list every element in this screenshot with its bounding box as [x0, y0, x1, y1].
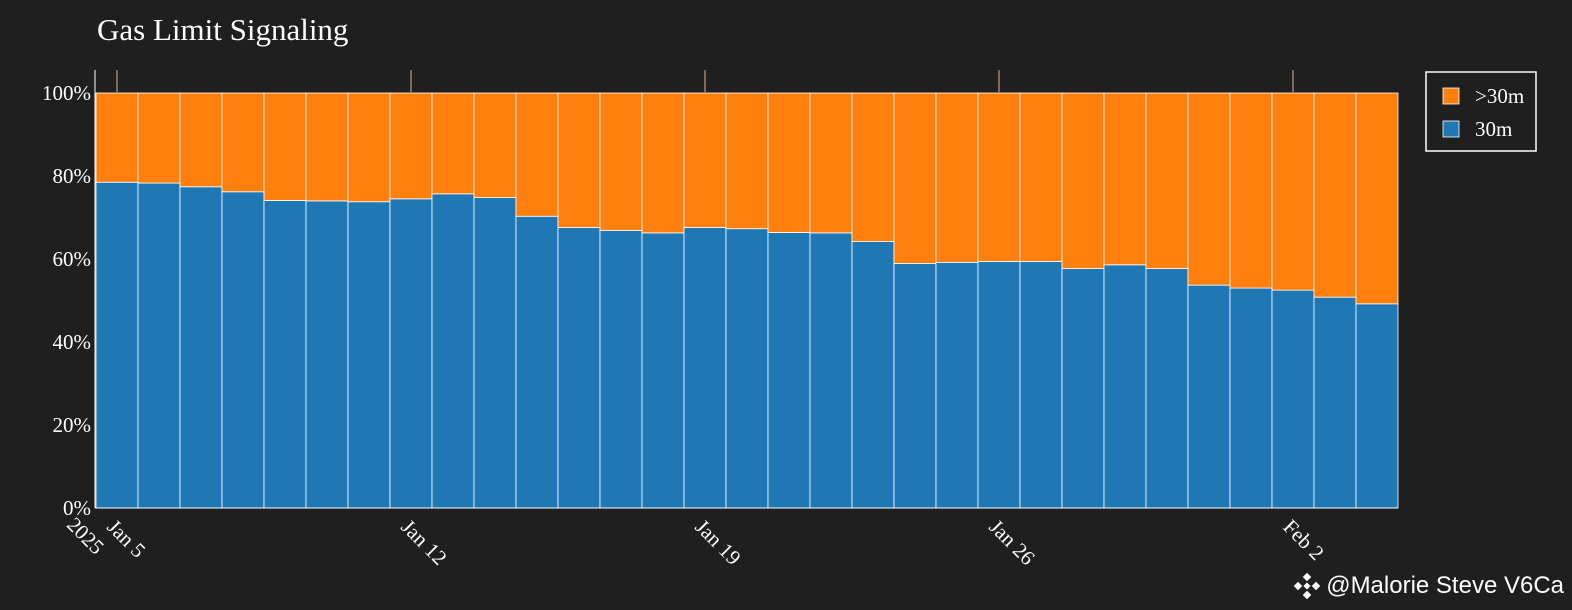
bar-above-30m[interactable]: [683, 92, 727, 228]
bar-30m[interactable]: [179, 186, 223, 509]
bar-30m[interactable]: [977, 261, 1021, 509]
bar-above-30m[interactable]: [347, 92, 391, 203]
bar-above-30m[interactable]: [515, 92, 559, 217]
bar-30m[interactable]: [1229, 287, 1273, 509]
bar-30m[interactable]: [305, 200, 349, 509]
plot-area: [95, 92, 1399, 509]
bar-30m[interactable]: [893, 263, 937, 509]
watermark: @Malorie Steve V6Ca: [1294, 572, 1564, 600]
y-tick-label: 80%: [53, 164, 92, 188]
binance-logo-icon: [1294, 573, 1321, 599]
bar-30m[interactable]: [1313, 296, 1357, 509]
bar-above-30m[interactable]: [1271, 92, 1315, 291]
bar-above-30m[interactable]: [1229, 92, 1273, 289]
chart-title: Gas Limit Signaling: [97, 12, 348, 47]
bar-30m[interactable]: [1187, 284, 1231, 509]
bar-above-30m[interactable]: [851, 92, 895, 242]
bar-above-30m[interactable]: [599, 92, 643, 231]
bar-above-30m[interactable]: [725, 92, 769, 230]
bar-30m[interactable]: [1271, 289, 1315, 509]
bar-above-30m[interactable]: [389, 92, 433, 200]
x-tick-label: Feb 2: [1278, 515, 1328, 565]
legend[interactable]: >30m 30m: [1425, 71, 1537, 152]
bar-above-30m[interactable]: [1145, 92, 1189, 269]
bar-30m[interactable]: [389, 198, 433, 509]
bar-30m[interactable]: [641, 232, 685, 509]
bar-30m[interactable]: [431, 193, 475, 509]
bar-above-30m[interactable]: [473, 92, 517, 198]
bar-30m[interactable]: [935, 261, 979, 509]
bar-above-30m[interactable]: [431, 92, 475, 195]
bar-30m[interactable]: [1103, 264, 1147, 509]
bar-30m[interactable]: [473, 197, 517, 509]
bar-above-30m[interactable]: [557, 92, 601, 228]
watermark-text: @Malorie Steve V6Ca: [1326, 572, 1564, 599]
bar-above-30m[interactable]: [263, 92, 307, 201]
bar-30m[interactable]: [515, 215, 559, 509]
bar-above-30m[interactable]: [977, 92, 1021, 262]
bar-above-30m[interactable]: [1313, 92, 1357, 298]
y-tick-label: 20%: [53, 413, 92, 437]
bar-30m[interactable]: [1145, 268, 1189, 509]
bar-above-30m[interactable]: [1355, 92, 1399, 305]
bar-30m[interactable]: [95, 181, 139, 509]
bar-30m[interactable]: [1019, 261, 1063, 509]
bar-above-30m[interactable]: [641, 92, 685, 234]
legend-label[interactable]: >30m: [1475, 84, 1524, 108]
bar-30m[interactable]: [1061, 268, 1105, 509]
bar-30m[interactable]: [599, 229, 643, 509]
bar-30m[interactable]: [557, 227, 601, 509]
bar-above-30m[interactable]: [95, 92, 139, 183]
bar-30m[interactable]: [347, 201, 391, 509]
x-tick-label: Jan 26: [984, 515, 1039, 570]
legend-swatch[interactable]: [1442, 87, 1460, 105]
legend-box: [1425, 71, 1537, 152]
y-tick-label: 0%: [63, 496, 91, 520]
bar-above-30m[interactable]: [893, 92, 937, 264]
bar-above-30m[interactable]: [767, 92, 811, 233]
bar-above-30m[interactable]: [1019, 92, 1063, 262]
bar-above-30m[interactable]: [809, 92, 853, 234]
bar-above-30m[interactable]: [221, 92, 265, 193]
y-axis: 0% 20% 40% 60% 80% 100%: [42, 70, 96, 520]
bar-30m[interactable]: [1355, 303, 1399, 509]
bar-30m[interactable]: [809, 232, 853, 509]
y-tick-label: 40%: [53, 330, 92, 354]
y-tick-label: 100%: [42, 81, 91, 105]
bar-30m[interactable]: [725, 228, 769, 509]
bar-30m[interactable]: [263, 200, 307, 509]
legend-swatch[interactable]: [1442, 120, 1460, 138]
bar-above-30m[interactable]: [1103, 92, 1147, 266]
bar-above-30m[interactable]: [1187, 92, 1231, 286]
bar-30m[interactable]: [851, 241, 895, 509]
x-tick-label: Jan 19: [690, 515, 745, 570]
bar-above-30m[interactable]: [305, 92, 349, 202]
bar-30m[interactable]: [767, 232, 811, 509]
x-tick-label: Jan 12: [396, 515, 451, 570]
legend-label[interactable]: 30m: [1475, 117, 1512, 141]
bar-30m[interactable]: [221, 191, 265, 509]
bar-above-30m[interactable]: [935, 92, 979, 263]
y-tick-label: 60%: [53, 247, 92, 271]
bar-30m[interactable]: [683, 227, 727, 509]
bar-above-30m[interactable]: [1061, 92, 1105, 269]
bar-above-30m[interactable]: [137, 92, 181, 184]
bar-30m[interactable]: [137, 182, 181, 509]
bar-above-30m[interactable]: [179, 92, 223, 188]
